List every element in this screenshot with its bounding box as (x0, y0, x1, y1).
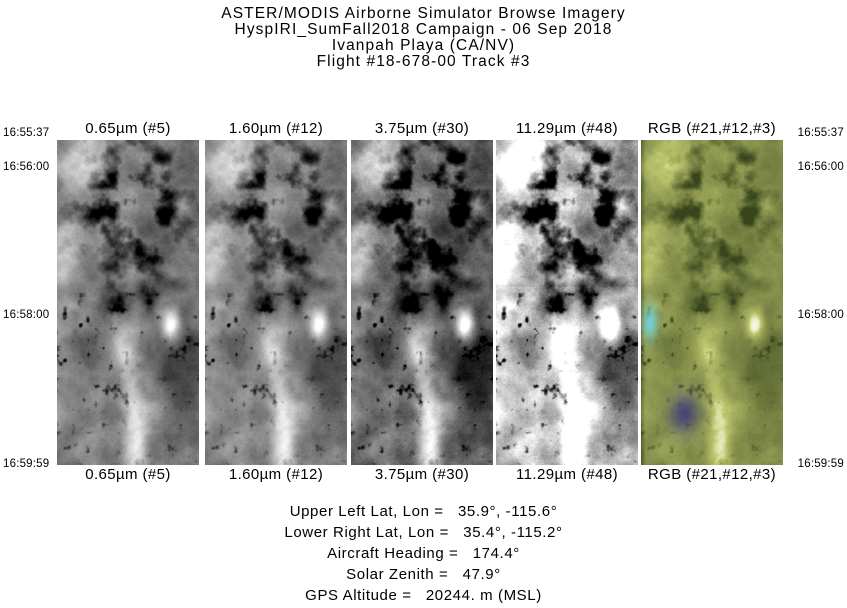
strip-bottom-label-1: 0.65µm (#5) (85, 466, 171, 483)
strip-top-label-5: RGB (#21,#12,#3) (647, 120, 777, 137)
title-line-1: ASTER/MODIS Airborne Simulator Browse Im… (221, 5, 626, 22)
metadata-value: 174.4° (472, 545, 520, 562)
metadata-line-4: Solar Zenith = 47.9° (0, 567, 847, 583)
strip-bottom-label-3: 3.75µm (#30) (374, 466, 470, 483)
timestamp-left-2: 16:56:00 (3, 161, 50, 173)
metadata-line-1: Upper Left Lat, Lon = 35.9°, -115.6° (0, 504, 847, 520)
metadata-value: 47.9° (462, 566, 501, 583)
title-line-4: Flight #18-678-00 Track #3 (316, 53, 531, 70)
metadata-label: Lower Right Lat, Lon (284, 524, 435, 541)
metadata-value: 35.4°, -115.2° (463, 524, 563, 541)
metadata-separator: = (434, 566, 463, 583)
metadata-label: Aircraft Heading (327, 545, 445, 562)
metadata-label: Solar Zenith (346, 566, 435, 583)
timestamp-right-3: 16:58:00 (797, 309, 844, 321)
strip-bottom-label-2: 1.60µm (#12) (228, 466, 324, 483)
title-line-3: Ivanpah Playa (CA/NV) (331, 37, 516, 54)
metadata-separator: = (429, 503, 458, 520)
page-title: ASTER/MODIS Airborne Simulator Browse Im… (0, 6, 847, 70)
metadata-separator: = (434, 524, 464, 541)
strip-top-label-3: 3.75µm (#30) (374, 120, 470, 137)
timestamp-left-4: 16:59:59 (3, 458, 50, 470)
metadata-label: Upper Left Lat, Lon (289, 503, 430, 520)
metadata-label: GPS Altitude (305, 587, 398, 604)
metadata-separator: = (397, 587, 426, 604)
metadata-line-5: GPS Altitude = 20244. m (MSL) (0, 588, 847, 604)
metadata-value: 35.9°, -115.6° (457, 503, 558, 520)
strip-image-4 (496, 140, 638, 465)
timestamp-left-1: 16:55:37 (3, 127, 50, 139)
strip-top-label-4: 11.29µm (#48) (516, 120, 618, 137)
metadata-line-3: Aircraft Heading = 174.4° (0, 546, 847, 562)
strip-top-label-1: 0.65µm (#5) (85, 120, 171, 137)
strip-top-label-2: 1.60µm (#12) (228, 120, 324, 137)
timestamp-right-4: 16:59:59 (797, 458, 844, 470)
timestamp-right-2: 16:56:00 (797, 161, 844, 173)
metadata-value: 20244. m (MSL) (425, 587, 542, 604)
timestamp-left-3: 16:58:00 (3, 309, 50, 321)
title-line-2: HyspIRI_SumFall2018 Campaign - 06 Sep 20… (234, 21, 613, 38)
strip-bottom-label-4: 11.29µm (#48) (516, 466, 618, 483)
metadata-separator: = (444, 545, 473, 562)
strip-bottom-label-5: RGB (#21,#12,#3) (647, 466, 777, 483)
strip-image-2 (205, 140, 347, 465)
strip-image-1 (57, 140, 199, 465)
timestamp-right-1: 16:55:37 (797, 127, 844, 139)
strip-image-5 (641, 140, 783, 465)
strip-image-3 (351, 140, 493, 465)
metadata-line-2: Lower Right Lat, Lon = 35.4°, -115.2° (0, 525, 847, 541)
